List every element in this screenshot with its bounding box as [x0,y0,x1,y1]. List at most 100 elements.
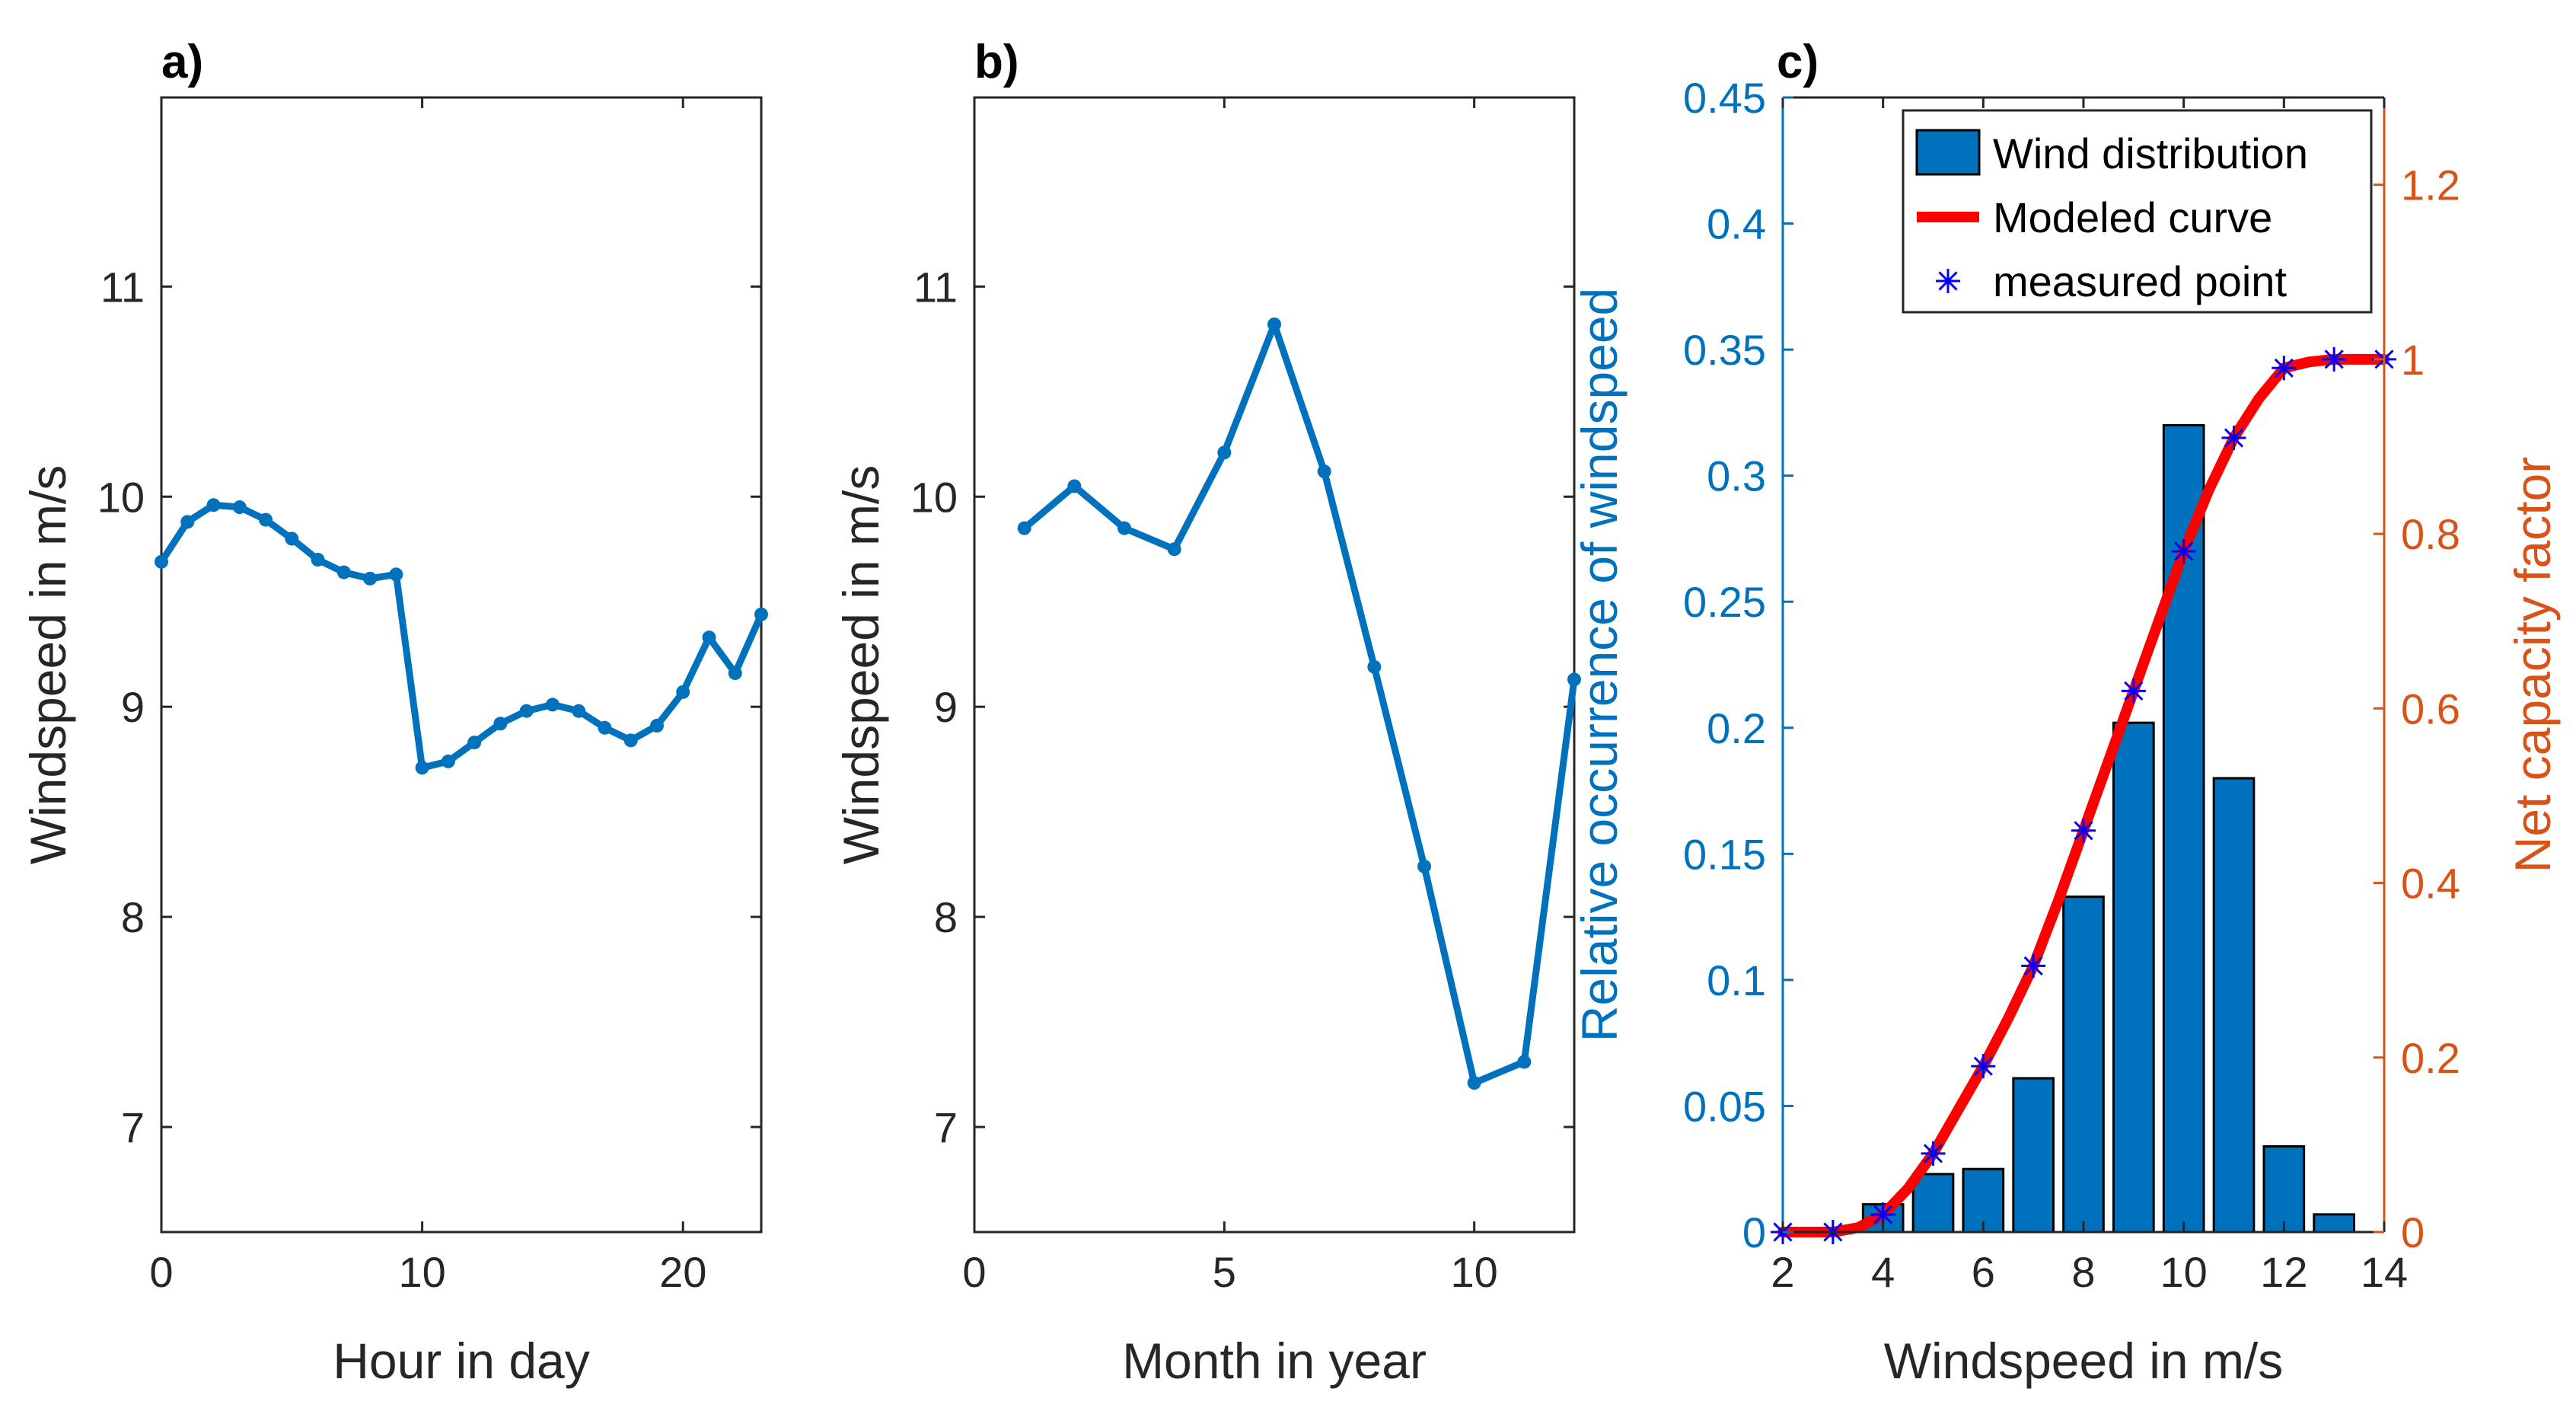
data-point [1017,521,1031,535]
series-line [1022,321,1578,1087]
y-tick-label: 7 [121,1103,145,1151]
x-tick-label: 12 [2260,1248,2307,1296]
y-tick-label: 11 [100,263,145,311]
data-point [1067,479,1082,493]
data-point [1467,1076,1481,1090]
data-point [728,666,742,681]
y-tick-label: 10 [97,473,145,521]
data-point [467,736,482,750]
y-tick-label-left: 0.15 [1683,830,1766,878]
legend-label: Modeled curve [1993,193,2272,241]
data-point [545,698,560,712]
y-tick-label-right: 1 [2401,336,2425,384]
asterisk-stroke [2224,428,2244,448]
data-point [623,733,638,748]
x-tick-label: 10 [1451,1248,1498,1296]
data-point [493,717,508,731]
bar [1911,1173,1955,1234]
y-tick-label-left: 0 [1742,1208,1766,1256]
measured-point [2322,346,2347,372]
data-point [754,607,768,621]
asterisk-stroke [1923,1144,1943,1164]
data-point [180,515,195,529]
x-tick-label: 0 [149,1248,173,1296]
data-point [1267,318,1281,331]
y-tick-label: 9 [934,683,958,731]
y-axis-label: Windspeed in m/s [833,465,889,865]
measured-point [2272,356,2297,381]
panel-title: a) [161,36,203,88]
bar [2112,721,2155,1234]
y-tick-label: 8 [121,893,145,941]
data-point [676,685,690,699]
x-tick-label: 10 [2160,1248,2208,1296]
y-tick-label-right: 1.2 [2401,161,2460,209]
measured-point [2021,953,2046,978]
y-tick-label: 8 [934,893,958,941]
measured-point [1971,1054,1996,1079]
asterisk-stroke [2324,350,2344,369]
x-tick-label: 6 [1972,1248,1995,1296]
data-point [441,754,455,768]
y-tick-label-left: 0.1 [1707,956,1766,1004]
y-tick-label-left: 0.45 [1683,74,1766,122]
y-tick-label-left: 0.25 [1683,578,1766,626]
x-tick-label: 0 [962,1248,986,1296]
x-tick-label: 5 [1213,1248,1236,1296]
measured-point [2171,539,2196,563]
asterisk-stroke [2274,358,2294,378]
bar [2012,1077,2055,1234]
bar [2313,1213,2355,1234]
bar [2062,895,2105,1234]
bar [2262,1144,2306,1234]
data-point [598,720,612,735]
y-tick-label: 10 [910,473,958,521]
y-tick-label-left: 0.35 [1683,326,1766,374]
x-tick-label: 2 [1771,1248,1794,1296]
y-axis-label-right: Net capacity factor [2504,457,2561,873]
y-tick-label: 9 [121,683,145,731]
panel-b: 0 5 10 7 8 9 10 11 Month in year Windspeed in m/s… [833,36,1581,1389]
x-tick-label: 10 [398,1248,445,1296]
y-axis-label-left: Relative occurrence of windspeed [1571,288,1628,1042]
y-tick-label-left: 0.2 [1707,704,1766,752]
asterisk-stroke [1873,1205,1893,1224]
y-tick-label-left: 0.3 [1707,452,1766,500]
data-point [1517,1055,1532,1069]
data-point [1367,659,1382,674]
x-tick-label: 14 [2361,1248,2408,1296]
asterisk-stroke [1973,1056,1993,1076]
legend-bar-swatch [1915,129,1981,176]
data-point [336,565,351,579]
asterisk-stroke [2174,541,2194,561]
x-tick-label: 8 [2071,1248,2095,1296]
axes-box [160,96,763,1234]
measured-point [2121,678,2146,704]
data-point [1317,464,1331,479]
legend-point-swatch [1936,269,1960,293]
data-point [702,630,716,645]
data-point [311,553,325,567]
measured-point [2221,426,2246,450]
data-point [285,532,299,546]
asterisk-stroke [1938,271,1958,291]
asterisk-stroke [2124,681,2144,701]
legend: Wind distribution Modeled curve measured p… [1902,109,2373,314]
data-point [206,498,221,512]
data-point [572,704,586,718]
y-tick-label: 11 [913,263,958,311]
data-point [1417,859,1431,873]
x-axis-label: Windspeed in m/s [1884,1333,2284,1389]
y-tick-label-right: 0 [2401,1208,2425,1256]
data-point [415,761,429,775]
panel-a: 0 10 20 7 8 9 10 11 Hour in day Windspeed in m/s a… [20,36,768,1389]
axes-box [973,96,1576,1234]
y-tick-label-left: 0.05 [1683,1082,1766,1130]
data-point [1217,445,1232,460]
y-tick-label-right: 0.4 [2401,860,2460,908]
asterisk-stroke [2074,821,2093,841]
legend-box [1902,109,2373,314]
y-axis-label: Windspeed in m/s [20,465,76,865]
y-tick-label-left: 0.4 [1707,200,1766,248]
